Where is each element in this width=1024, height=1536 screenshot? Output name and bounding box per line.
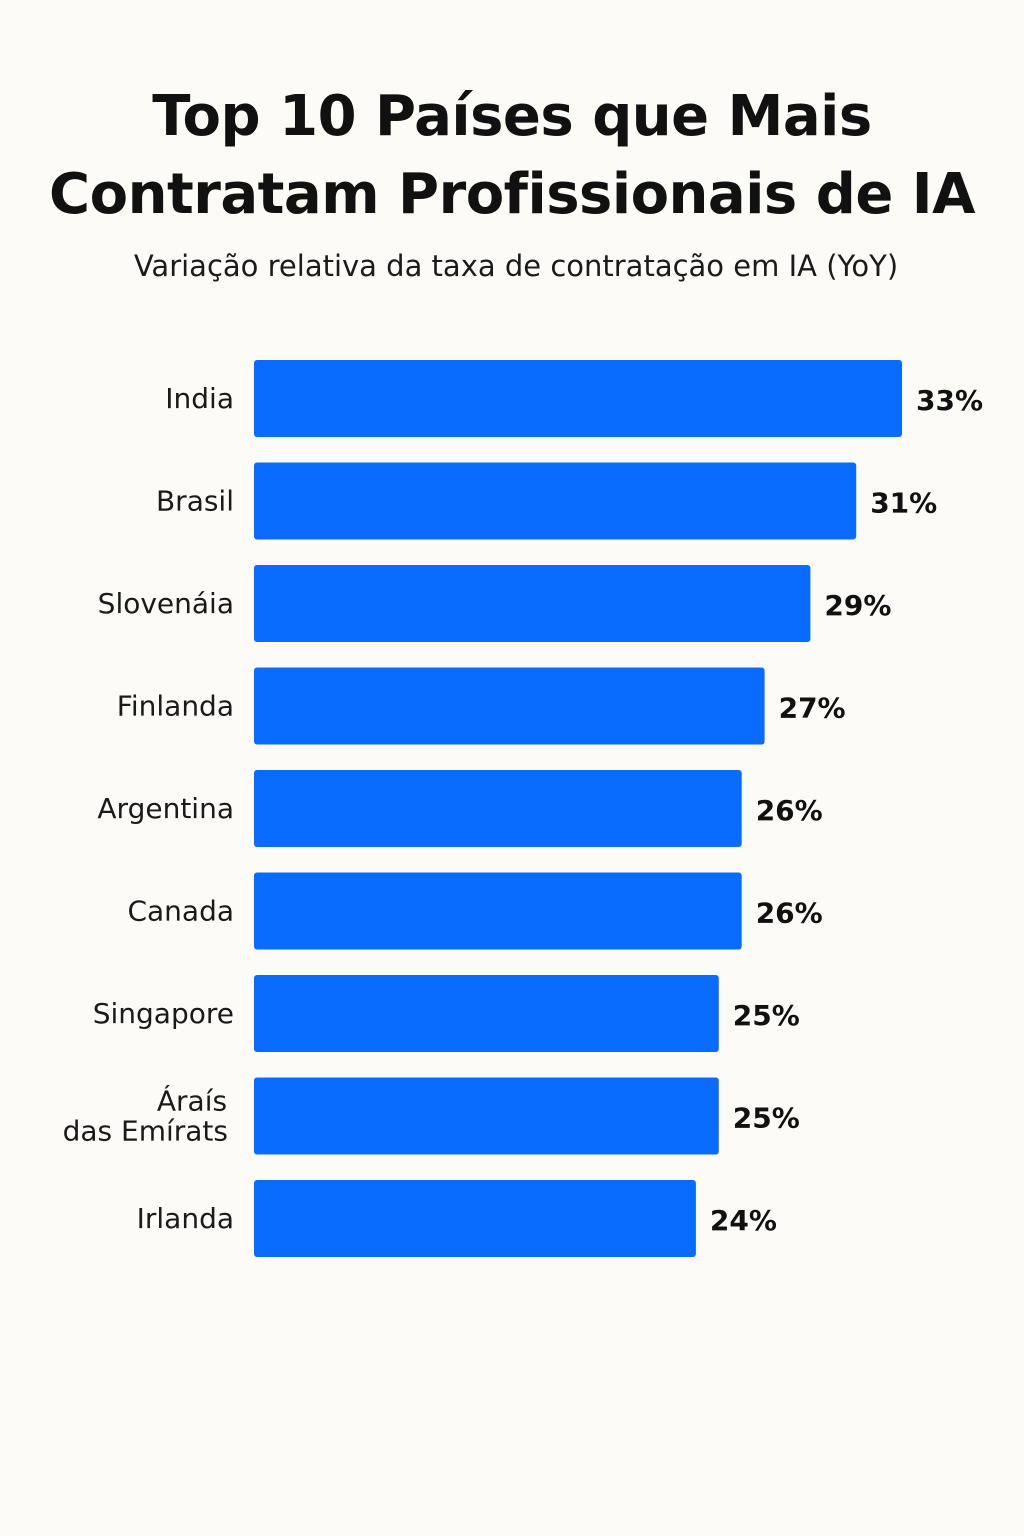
bar-0 <box>254 360 902 437</box>
bar-7 <box>254 1077 719 1155</box>
value-label-4: 26% <box>756 794 823 827</box>
category-label-7-line-0: Áraís <box>157 1084 227 1118</box>
category-label-7-line-1: das Emírats <box>63 1115 228 1148</box>
bar-5 <box>254 872 742 950</box>
category-label-3: Finlanda <box>117 690 234 723</box>
value-label-3: 27% <box>779 692 846 725</box>
bar-6 <box>254 975 719 1052</box>
category-label-2: Slovenáia <box>98 587 234 620</box>
bar-8 <box>254 1180 696 1257</box>
bar-1 <box>254 462 857 540</box>
category-label-8: Irlanda <box>137 1202 234 1235</box>
chart-title-line-1: Top 10 Países que Mais <box>152 84 872 149</box>
value-label-2: 29% <box>824 589 891 622</box>
bar-3 <box>254 667 765 745</box>
chart-title-line-2: Contratam Profissionais de IA <box>49 162 975 227</box>
bar-4 <box>254 770 742 847</box>
value-label-6: 25% <box>733 999 800 1032</box>
category-label-1: Brasil <box>156 485 234 518</box>
category-label-6: Singapore <box>93 997 234 1030</box>
value-label-0: 33% <box>916 384 983 417</box>
chart-subtitle: Variação relativa da taxa de contratação… <box>133 249 899 283</box>
value-label-8: 24% <box>710 1204 777 1237</box>
category-label-4: Argentina <box>97 792 234 825</box>
chart-title: Top 10 Países que Mais Contratam Profiss… <box>0 78 1024 234</box>
bar-2 <box>254 565 811 642</box>
category-label-5: Canada <box>127 895 234 928</box>
category-label-0: India <box>165 382 234 415</box>
value-label-7: 25% <box>733 1102 800 1135</box>
value-label-1: 31% <box>870 487 937 520</box>
value-label-5: 26% <box>756 897 823 930</box>
